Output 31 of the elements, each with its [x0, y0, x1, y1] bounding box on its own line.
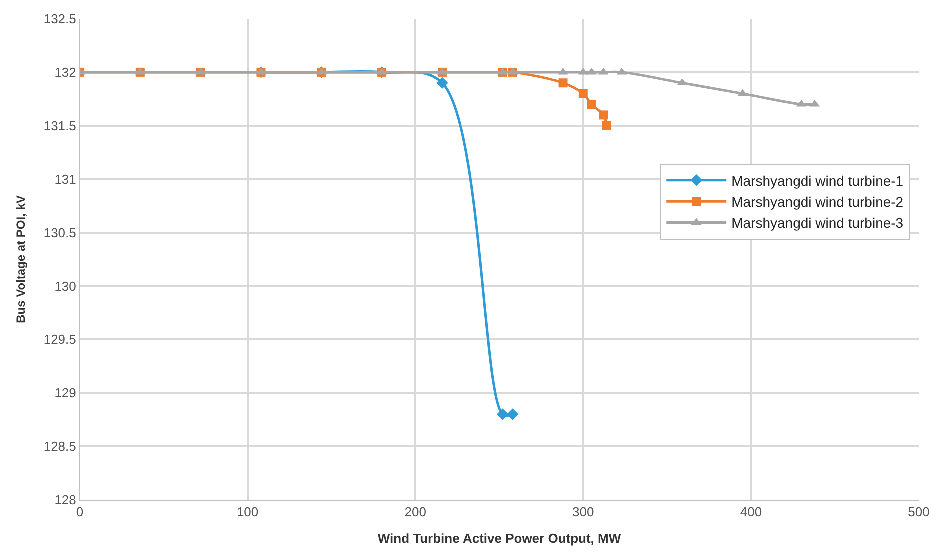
point: [586, 68, 597, 75]
y-tick-label: 129: [54, 386, 76, 401]
point: [578, 89, 588, 98]
x-tick-label: 300: [572, 504, 594, 520]
point: [587, 100, 596, 110]
y-tick-label: 130.5: [44, 225, 76, 240]
legend-label: Marshyangdi wind turbine-3: [732, 215, 904, 232]
x-tick-label: 100: [236, 504, 259, 520]
x-tick-label: 200: [404, 504, 426, 520]
point: [558, 78, 568, 88]
point: [599, 110, 608, 120]
legend-label: Marshyangdi wind turbine-1: [732, 172, 904, 189]
legend-label: Marshyangdi wind turbine-2: [732, 194, 904, 210]
y-tick-label: 129.5: [44, 332, 76, 348]
x-tick-label: 0: [76, 504, 84, 520]
y-tick-label: 132.5: [44, 12, 76, 27]
point: [436, 77, 448, 89]
point: [497, 408, 509, 420]
y-axis-title: Bus Voltage at POI, kV: [14, 196, 28, 324]
y-tick-label: 132: [54, 64, 76, 80]
x-axis-title: Wind Turbine Active Power Output, MW: [378, 531, 622, 546]
y-tick-label: 131.5: [44, 118, 76, 134]
point: [507, 408, 519, 420]
point: [602, 121, 612, 130]
x-tick-label: 400: [740, 504, 762, 520]
x-tick-label: 500: [908, 504, 930, 520]
y-tick-label: 128: [54, 492, 76, 508]
y-tick-label: 131: [54, 172, 76, 187]
point: [558, 68, 568, 75]
y-tick-label: 128.5: [44, 439, 76, 454]
y-tick-label: 130: [54, 278, 76, 294]
